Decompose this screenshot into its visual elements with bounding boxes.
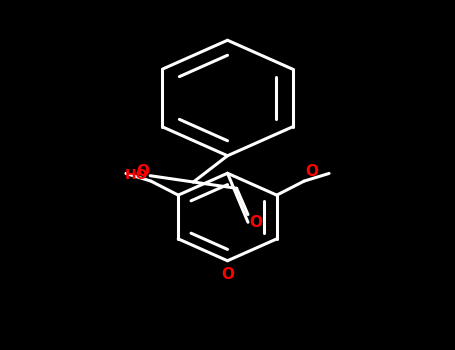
Text: HO: HO (124, 168, 148, 182)
Text: O: O (249, 215, 263, 230)
Text: O: O (221, 267, 234, 282)
Text: O: O (305, 164, 318, 179)
Text: O: O (136, 164, 150, 179)
